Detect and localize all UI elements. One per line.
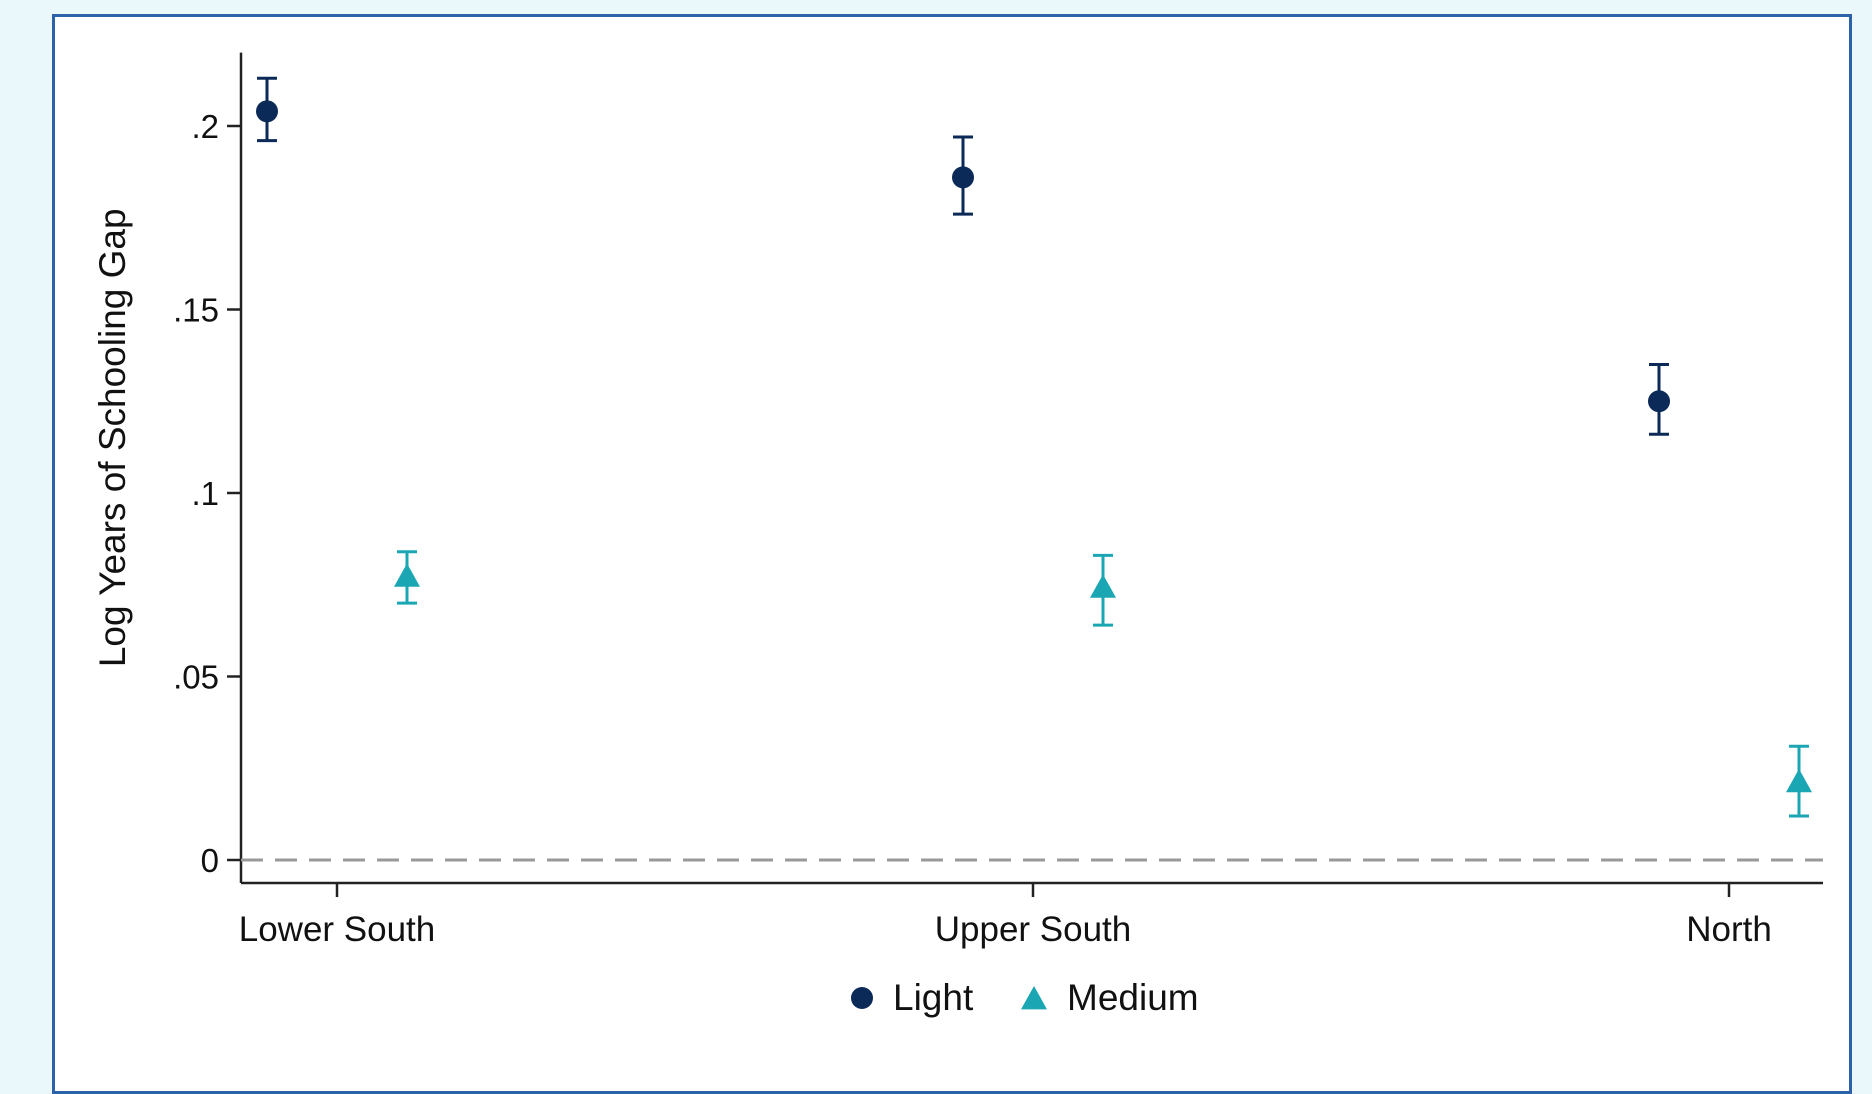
light-point [1648,390,1670,413]
legend-label-light: Light [893,977,974,1018]
chart-frame: 0 .05 .1 .15 .2 Lower South Upper South North L… [52,14,1852,1094]
y-tick-label: .2 [191,108,219,145]
y-tick-label: .15 [173,292,219,329]
light-point [952,166,974,189]
medium-point [1090,574,1116,598]
y-tick-label: .05 [173,659,219,696]
y-axis-label: Log Years of Schooling Gap [92,208,133,667]
legend: Light Medium [851,977,1199,1018]
medium-point [394,563,420,587]
legend-marker-medium [1021,985,1047,1010]
y-tick-label: 0 [201,842,219,879]
chart-svg: 0 .05 .1 .15 .2 Lower South Upper South North L… [92,52,1823,1018]
x-tick-label: Upper South [935,910,1132,949]
medium-point [1786,768,1812,793]
legend-marker-light [851,987,873,1009]
light-point [256,100,278,123]
x-tick-label: Lower South [239,910,436,949]
legend-label-medium: Medium [1067,977,1199,1018]
y-tick-label: .1 [191,475,219,512]
x-tick-label: North [1686,910,1772,949]
chart-marks [256,76,1812,818]
axes: 0 .05 .1 .15 .2 Lower South Upper South North [173,52,1823,949]
